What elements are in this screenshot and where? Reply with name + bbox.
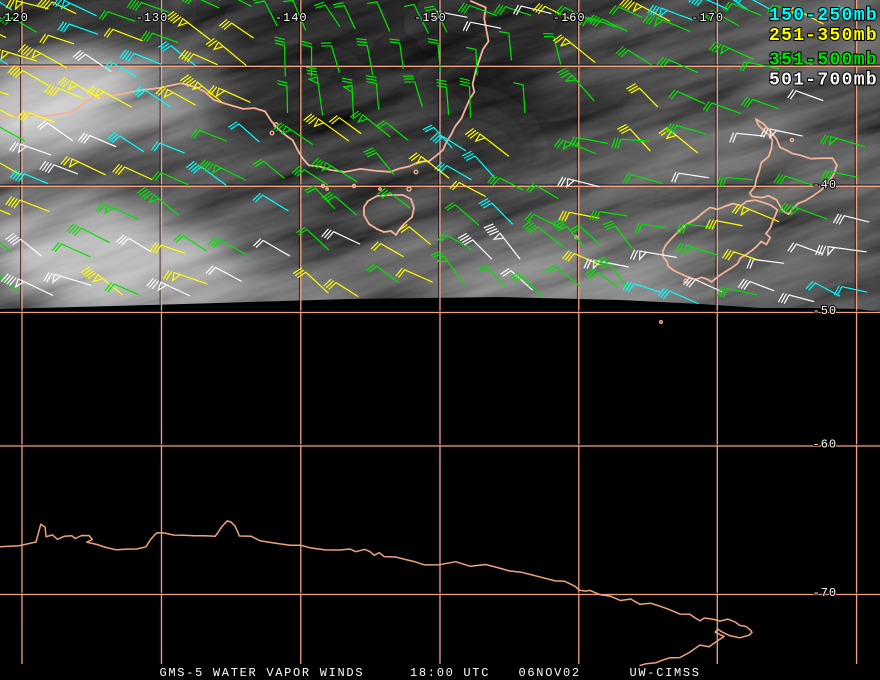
svg-text:-50: -50: [813, 304, 838, 318]
svg-text:18:00 UTC: 18:00 UTC: [410, 666, 490, 680]
svg-text:-40: -40: [813, 178, 838, 192]
svg-text:06NOV02: 06NOV02: [519, 666, 581, 680]
svg-text:-130: -130: [136, 11, 169, 25]
svg-text:-170: -170: [691, 11, 724, 25]
svg-text:UW-CIMSS: UW-CIMSS: [630, 666, 701, 680]
svg-text:150-250mb: 150-250mb: [769, 6, 878, 26]
svg-text:-70: -70: [813, 586, 838, 600]
svg-text:-120: -120: [0, 11, 29, 25]
svg-text:501-700mb: 501-700mb: [769, 71, 878, 91]
svg-text:GMS-5 WATER VAPOR WINDS: GMS-5 WATER VAPOR WINDS: [160, 666, 365, 680]
svg-text:-150: -150: [414, 11, 447, 25]
svg-text:-160: -160: [553, 11, 586, 25]
svg-text:251-350mb: 251-350mb: [769, 26, 878, 46]
svg-text:351-500mb: 351-500mb: [769, 51, 878, 71]
svg-text:-140: -140: [275, 11, 308, 25]
svg-text:-60: -60: [813, 438, 838, 452]
